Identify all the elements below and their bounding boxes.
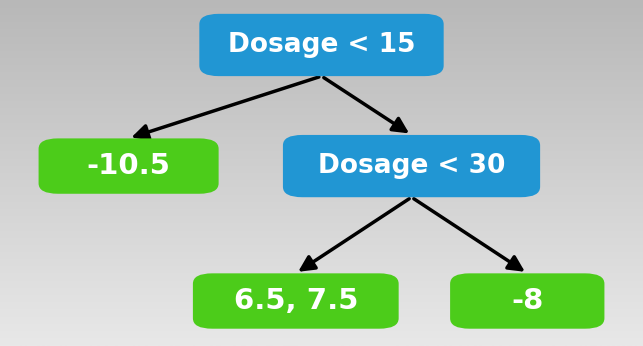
Text: Dosage < 15: Dosage < 15 xyxy=(228,32,415,58)
FancyBboxPatch shape xyxy=(450,273,604,329)
Text: -10.5: -10.5 xyxy=(87,152,170,180)
FancyBboxPatch shape xyxy=(199,14,444,76)
FancyBboxPatch shape xyxy=(39,138,219,194)
FancyBboxPatch shape xyxy=(283,135,540,197)
Text: -8: -8 xyxy=(511,287,543,315)
FancyBboxPatch shape xyxy=(193,273,399,329)
Text: Dosage < 30: Dosage < 30 xyxy=(318,153,505,179)
Text: 6.5, 7.5: 6.5, 7.5 xyxy=(233,287,358,315)
